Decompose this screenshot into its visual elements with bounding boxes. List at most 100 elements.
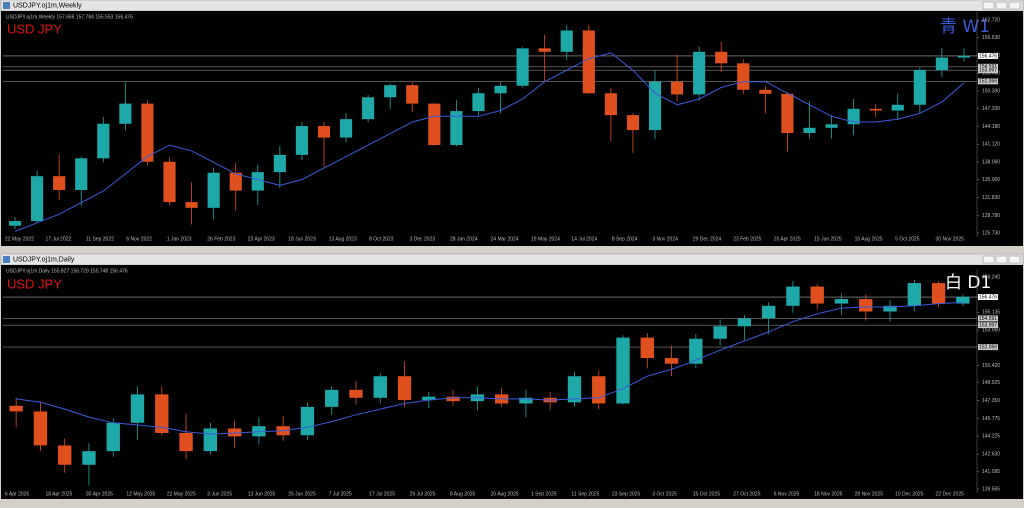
candle-body xyxy=(664,358,679,364)
moving-average xyxy=(16,301,963,435)
maximize-button[interactable] xyxy=(995,255,1008,264)
candle-body xyxy=(907,283,921,306)
candle-body xyxy=(713,326,727,339)
candle-body xyxy=(810,286,824,304)
candle-body xyxy=(349,389,363,398)
title-bar xyxy=(0,0,1024,12)
candle-body xyxy=(592,376,606,404)
candle-body xyxy=(693,51,706,95)
level-label-box xyxy=(978,315,998,322)
candle-body xyxy=(119,103,132,124)
x-tick-label: 18 Jun 2023 xyxy=(288,236,316,242)
y-tick-label: 148.925 xyxy=(982,380,1000,386)
x-tick-label: 19 May 2024 xyxy=(531,236,560,242)
level-label: 153.997 xyxy=(979,68,997,74)
x-tick-label: 6 Apr 2025 xyxy=(5,491,29,497)
symbol-label: USD JPY xyxy=(7,21,62,36)
close-button[interactable] xyxy=(1008,1,1021,10)
x-tick-label: 11 Sep 2022 xyxy=(86,236,114,242)
minimize-button[interactable] xyxy=(982,1,995,10)
candle-body xyxy=(935,57,948,71)
candle-body xyxy=(295,126,308,155)
x-tick-label: 1 Jan 2023 xyxy=(167,236,192,242)
candle-body xyxy=(538,48,551,52)
timeframe-label: 青 W1 xyxy=(940,17,990,37)
x-tick-label: 23 Feb 2025 xyxy=(733,236,761,242)
x-tick-label: 1 Sep 2025 xyxy=(531,491,557,497)
level-label: 152.066 xyxy=(979,79,997,85)
maximize-button[interactable] xyxy=(995,1,1008,10)
candle-body xyxy=(689,338,703,364)
candle-body xyxy=(450,111,463,146)
level-label-box xyxy=(978,322,998,329)
candle-body xyxy=(803,127,816,133)
moving-average xyxy=(14,52,965,232)
candle-body xyxy=(8,221,22,226)
candle-body xyxy=(494,85,507,94)
candle-body xyxy=(428,103,441,146)
x-tick-label: 10 Dec 2025 xyxy=(895,491,924,497)
candle-body xyxy=(373,376,387,398)
level-label: 156.476 xyxy=(979,294,997,300)
candle-body xyxy=(715,51,728,64)
candle-body xyxy=(671,81,684,95)
y-tick-label: 131.830 xyxy=(982,195,1000,201)
x-tick-label: 10 Aug 2025 xyxy=(855,236,883,242)
x-tick-label: 24 Mar 2024 xyxy=(491,236,519,242)
candle-body xyxy=(737,318,752,327)
y-tick-label: 144.180 xyxy=(982,124,1000,130)
y-tick-label: 139.565 xyxy=(982,486,1000,492)
candle-body xyxy=(82,451,96,465)
y-tick-label: 138.060 xyxy=(982,159,1000,165)
level-label-box xyxy=(978,78,998,85)
y-tick-label: 135.000 xyxy=(982,177,1000,183)
candle-body xyxy=(227,428,242,437)
candle-body xyxy=(737,63,750,90)
x-tick-label: 14 Jul 2024 xyxy=(571,236,597,242)
candle-body xyxy=(648,81,662,131)
chart-area xyxy=(1,11,1023,246)
level-label: 152.066 xyxy=(979,344,997,350)
candle-body xyxy=(185,202,198,208)
x-tick-label: 25 Jun 2025 xyxy=(288,491,316,497)
x-tick-label: 18 Apr 2025 xyxy=(45,491,72,497)
x-tick-label: 20 Aug 2025 xyxy=(491,491,519,497)
window-icon xyxy=(3,256,10,263)
candle-body xyxy=(847,108,860,125)
y-tick-label: 145.775 xyxy=(982,416,1000,422)
candle-body xyxy=(786,286,800,306)
candle-body xyxy=(406,85,419,104)
candle-body xyxy=(582,30,595,94)
y-tick-label: 158.240 xyxy=(982,274,1000,280)
minimize-button[interactable] xyxy=(982,255,995,264)
x-tick-label: 5 Oct 2025 xyxy=(895,236,920,242)
y-tick-label: 153.450 xyxy=(982,71,1000,77)
x-tick-label: 3 Dec 2023 xyxy=(410,236,436,242)
x-tick-label: 12 May 2025 xyxy=(126,491,155,497)
x-tick-label: 8 Sep 2024 xyxy=(612,236,638,242)
y-tick-label: 147.350 xyxy=(982,398,1000,404)
x-tick-label: 27 Oct 2025 xyxy=(733,491,760,497)
x-tick-label: 3 Nov 2024 xyxy=(652,236,678,242)
candle-body xyxy=(516,48,529,86)
x-tick-label: 8 Oct 2023 xyxy=(369,236,394,242)
info-line: USDJPY.oj1m,Daily 155.827 156.729 155.74… xyxy=(6,268,128,274)
candle-body xyxy=(141,103,154,162)
level-label: 156.476 xyxy=(979,53,997,59)
candle-body xyxy=(339,119,353,138)
x-tick-label: 20 Apr 2025 xyxy=(774,236,801,242)
candle-body xyxy=(781,93,794,133)
candle-body xyxy=(106,422,120,452)
level-label: 154.591 xyxy=(979,64,997,70)
candle-body xyxy=(397,376,412,401)
candle-body xyxy=(560,30,573,52)
close-button[interactable] xyxy=(1008,255,1021,264)
y-tick-label: 162.720 xyxy=(982,17,1000,23)
x-tick-label: 13 Jun 2025 xyxy=(248,491,276,497)
candle-body xyxy=(616,337,630,404)
candle-body xyxy=(567,376,582,403)
chart-area xyxy=(1,265,1023,499)
candle-body xyxy=(759,89,772,94)
candle-body xyxy=(155,394,169,433)
candle-body xyxy=(97,123,110,159)
